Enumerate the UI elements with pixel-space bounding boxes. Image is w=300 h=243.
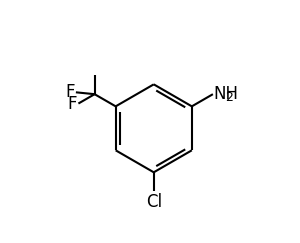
Text: Cl: Cl: [146, 193, 162, 211]
Text: F: F: [65, 83, 74, 101]
Text: 2: 2: [225, 91, 233, 104]
Text: F: F: [68, 95, 77, 113]
Text: NH: NH: [214, 85, 239, 103]
